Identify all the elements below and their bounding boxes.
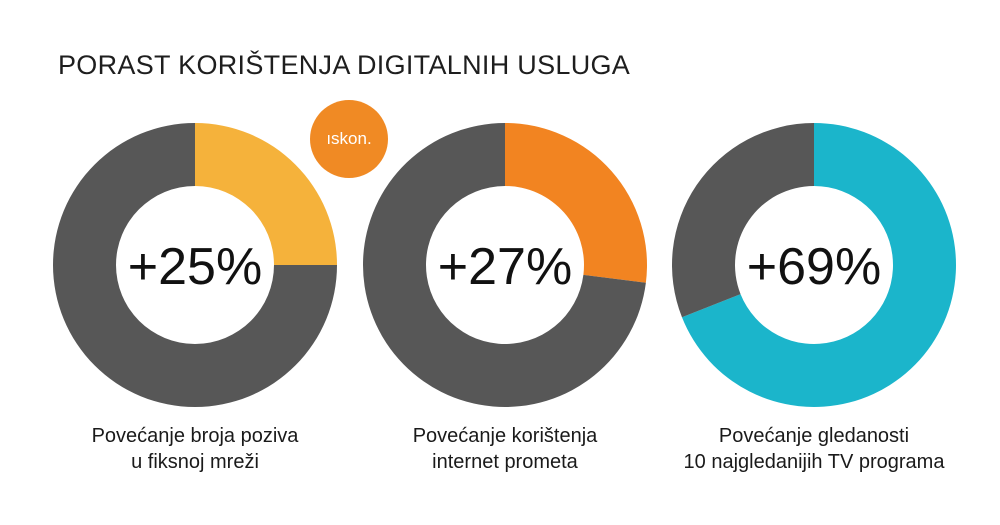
- donut-center-value: +69%: [746, 238, 882, 296]
- donut-chart-1: [53, 123, 337, 407]
- donut-slice-remainder: [53, 123, 337, 407]
- chart-title: PORAST KORIŠTENJA DIGITALNIH USLUGA: [58, 50, 631, 80]
- caption-line: u fiksnoj mreži: [131, 451, 259, 473]
- donut-chart-3: [672, 123, 957, 407]
- donut-slice-remainder: [672, 123, 814, 318]
- donut-center-value: +27%: [437, 238, 573, 296]
- donut-slice-remainder: [363, 123, 646, 408]
- donut-slice-highlight: [505, 123, 648, 283]
- donut-slice-highlight: [195, 123, 337, 265]
- caption-line: Povećanje korištenja: [412, 425, 598, 447]
- caption-line: Povećanje gledanosti: [718, 425, 910, 447]
- caption-line: 10 najgledanijih TV programa: [683, 451, 945, 473]
- caption-line: internet prometa: [432, 451, 578, 473]
- caption-line: Povećanje broja poziva: [91, 425, 299, 447]
- donut-slice-highlight: [681, 123, 957, 407]
- donut-caption: Povećanje broja poziva u fiksnoj mreži: [45, 423, 345, 475]
- donut-caption: Povećanje gledanosti 10 najgledanijih TV …: [664, 423, 964, 475]
- iskon-logo: ıskon.: [310, 100, 388, 178]
- donut-caption: Povećanje korištenja internet prometa: [355, 423, 655, 475]
- logo-text: ıskon.: [326, 129, 372, 148]
- donut-center-value: +25%: [127, 238, 263, 296]
- donut-chart-2: [363, 123, 648, 408]
